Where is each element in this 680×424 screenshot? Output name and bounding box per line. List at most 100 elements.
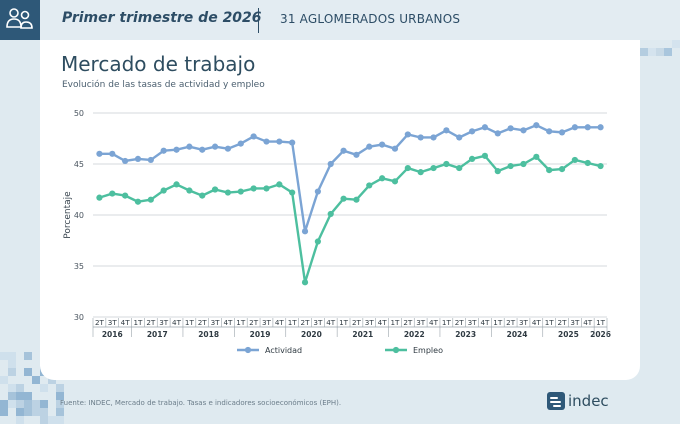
mosaic-tile [0, 408, 8, 416]
data-point-empleo [481, 152, 489, 159]
x-tick-label: 3T [211, 318, 221, 327]
year-label: 2018 [198, 330, 219, 339]
x-tick-label: 3T [416, 318, 426, 327]
data-point-actividad [391, 145, 399, 152]
y-tick-label: 40 [74, 211, 84, 220]
x-tick-label: 4T [429, 318, 439, 327]
card-subtitle: Evolución de las tasas de actividad y em… [62, 80, 265, 90]
data-point-empleo [199, 192, 206, 199]
y-tick-label: 45 [74, 160, 84, 169]
data-point-actividad [314, 188, 321, 195]
data-point-empleo [353, 196, 360, 203]
data-point-actividad [122, 157, 129, 165]
x-tick-label: 1T [442, 318, 452, 327]
data-point-empleo [520, 160, 527, 168]
year-label: 2022 [404, 330, 425, 339]
header-logo-box [0, 0, 40, 40]
mosaic-tile [16, 400, 24, 408]
mosaic-tile [56, 392, 64, 400]
mosaic-tile [8, 400, 16, 408]
year-label: 2016 [102, 330, 123, 339]
y-tick-label: 30 [74, 313, 84, 322]
x-tick-label: 1T [545, 318, 555, 327]
x-tick-label: 2T [403, 318, 413, 327]
data-point-actividad [558, 129, 566, 136]
data-point-actividad [546, 128, 553, 135]
data-point-empleo [340, 195, 347, 202]
x-tick-label: 1T [493, 318, 503, 327]
data-point-actividad [404, 131, 411, 138]
data-point-actividad [109, 150, 116, 157]
data-point-actividad [237, 140, 244, 147]
mosaic-tile [48, 416, 56, 424]
mosaic-tile [32, 408, 40, 416]
x-tick-label: 1T [133, 318, 143, 327]
y-tick-label: 35 [74, 262, 84, 271]
x-tick-label: 2T [506, 318, 516, 327]
y-tick-label: 50 [74, 109, 84, 118]
mosaic-tile [0, 352, 8, 360]
series-line-actividad [99, 124, 601, 233]
data-point-actividad [340, 147, 347, 154]
x-tick-label: 3T [108, 318, 118, 327]
x-tick-label: 2T [352, 318, 362, 327]
data-point-actividad [417, 134, 424, 141]
mosaic-tile [656, 48, 664, 56]
data-point-actividad [263, 138, 270, 145]
data-point-empleo [224, 189, 232, 196]
mosaic-tile [56, 400, 64, 408]
mosaic-tile [640, 48, 648, 56]
card-title: Mercado de trabajo [61, 52, 256, 76]
mosaic-tile [16, 416, 24, 424]
data-point-empleo [289, 189, 296, 196]
data-point-empleo [430, 164, 437, 172]
x-tick-label: 4T [583, 318, 593, 327]
x-tick-label: 4T [378, 318, 388, 327]
x-tick-label: 4T [275, 318, 285, 327]
data-point-actividad [276, 138, 283, 145]
x-tick-label: 1T [288, 318, 298, 327]
data-point-empleo [404, 164, 411, 172]
data-point-actividad [96, 150, 103, 157]
data-point-actividad [134, 155, 142, 162]
mosaic-tile [16, 384, 24, 392]
x-tick-label: 1T [185, 318, 195, 327]
data-point-actividad [507, 125, 514, 132]
data-point-empleo [391, 178, 399, 185]
header-subtitle: 31 AGLOMERADOS URBANOS [280, 12, 461, 26]
header-divider [258, 8, 259, 33]
data-point-empleo [379, 175, 386, 182]
data-point-empleo [533, 153, 540, 160]
data-point-empleo [237, 188, 244, 195]
year-label: 2021 [352, 330, 373, 339]
data-point-empleo [263, 185, 270, 192]
year-label: 2019 [250, 330, 271, 339]
data-point-actividad [211, 143, 219, 150]
data-point-empleo [173, 181, 180, 188]
data-point-actividad [199, 146, 206, 153]
x-tick-label: 2T [455, 318, 465, 327]
data-point-actividad [597, 124, 604, 131]
x-tick-label: 4T [480, 318, 490, 327]
mosaic-tile [8, 352, 16, 360]
mosaic-tile [16, 408, 24, 416]
mosaic-tile [8, 368, 16, 376]
data-point-empleo [494, 168, 501, 175]
x-tick-label: 1T [390, 318, 400, 327]
year-label: 2020 [301, 330, 322, 339]
data-point-actividad [173, 146, 180, 153]
mosaic-tile [40, 400, 48, 408]
mosaic-tile [24, 392, 32, 400]
x-tick-label: 3T [262, 318, 272, 327]
x-tick-label: 2T [146, 318, 156, 327]
x-tick-label: 3T [159, 318, 169, 327]
data-point-actividad [186, 143, 193, 150]
data-point-empleo [597, 162, 604, 170]
data-point-actividad [289, 139, 296, 146]
mosaic-tile [8, 392, 16, 400]
data-point-actividad [353, 151, 360, 158]
data-point-actividad [327, 160, 334, 168]
data-point-empleo [109, 190, 116, 197]
data-point-actividad [584, 124, 591, 131]
data-point-actividad [301, 228, 309, 235]
